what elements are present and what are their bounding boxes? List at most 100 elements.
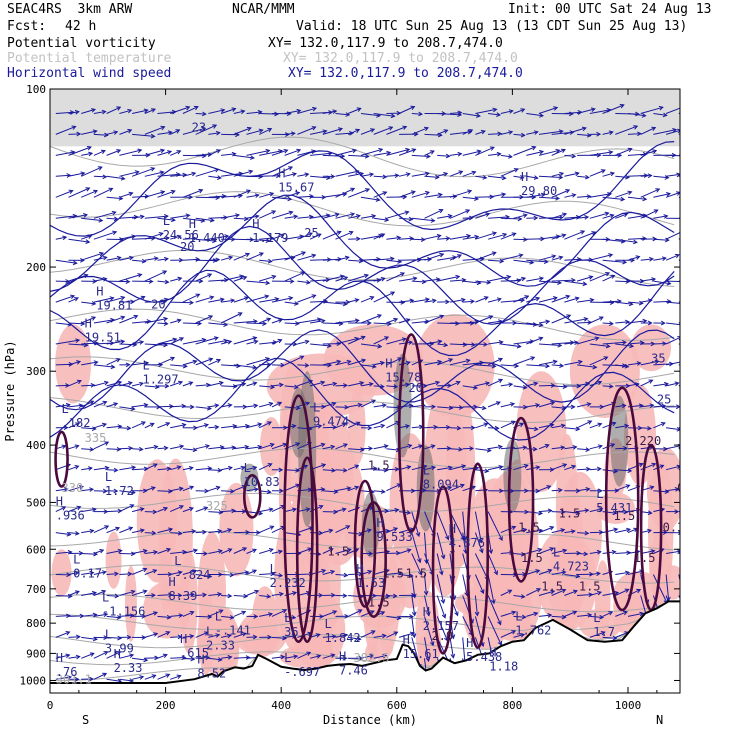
wind-vector-head [552, 296, 558, 301]
wind-vector [81, 152, 93, 156]
wind-vector-head [294, 301, 300, 306]
wind-vector [653, 257, 666, 261]
wind-vector [322, 654, 335, 659]
wind-vector [462, 113, 480, 117]
wind-vector [68, 445, 79, 450]
wind-vector-head [434, 174, 440, 180]
wind-vector [424, 553, 434, 575]
wind-vector-head [619, 103, 625, 109]
wind-vector-head [608, 321, 614, 326]
wind-vector-head [363, 273, 370, 279]
wind-vector [208, 634, 220, 638]
low-marker: L [105, 470, 112, 484]
high-marker: H [85, 316, 92, 330]
wind-vector [246, 423, 262, 429]
wind-vector [119, 256, 134, 261]
wind-vector-head [275, 173, 281, 179]
wind-vector-head [691, 128, 695, 132]
wind-vector-head [330, 569, 336, 575]
wind-vector-head [290, 255, 296, 261]
wind-vector-head [344, 613, 350, 619]
wind-vector [170, 571, 182, 575]
wind-vector-head [162, 653, 168, 659]
wind-vector [386, 211, 409, 219]
wind-vector-head [175, 129, 181, 134]
wind-vector [93, 231, 117, 240]
wind-vector [398, 318, 410, 324]
wind-vector [297, 216, 313, 219]
annotation-layer: 335330325302.5301.1232020202525351.51.51… [56, 121, 680, 687]
wind-vector-head [231, 445, 237, 451]
wind-vector [437, 113, 462, 116]
wind-vector [538, 424, 554, 429]
wind-vector-head [520, 551, 526, 557]
wind-vector-head [540, 192, 546, 198]
wind-vector [513, 175, 524, 179]
wind-vector-head [163, 316, 169, 322]
field-name-pv: Potential vorticity [7, 36, 156, 51]
wind-vector [271, 526, 285, 534]
wind-vector [360, 467, 377, 471]
wind-vector [182, 549, 198, 554]
wind-vector-head [461, 464, 467, 469]
wind-vector [424, 616, 434, 646]
wind-vector [386, 318, 398, 324]
wind-vector-head [207, 614, 213, 620]
wind-vector-head [349, 130, 355, 136]
wind-vector [157, 173, 180, 177]
wind-vector [373, 424, 385, 429]
wind-vector-head [262, 321, 268, 326]
wind-vector-head [450, 653, 456, 659]
wind-vector-head [410, 190, 416, 195]
wind-vector [640, 209, 658, 219]
wind-vector-head [115, 526, 121, 532]
wind-vector [436, 574, 445, 604]
wind-vector-head [195, 293, 201, 298]
wind-vector-head [465, 358, 471, 364]
wind-vector [653, 193, 671, 198]
wind-vector [424, 175, 439, 178]
wind-vector-head [336, 341, 342, 347]
wind-vector-head [142, 488, 148, 494]
wind-vector [195, 168, 219, 177]
wind-vector-head [127, 381, 133, 386]
wind-vector [106, 280, 130, 283]
wind-vector-head [429, 150, 435, 155]
wind-vector-head [354, 169, 360, 175]
wind-vector [170, 657, 186, 659]
wind-vector-head [561, 570, 567, 575]
wind-vector [513, 446, 527, 450]
wind-vector-head [113, 402, 119, 407]
wind-vector [55, 190, 73, 198]
y-tick-label: 500 [26, 496, 46, 509]
wind-vector-head [393, 384, 399, 389]
wind-vector-head [103, 651, 109, 656]
wind-vector-head [137, 273, 143, 278]
wind-vector [170, 106, 190, 114]
wind-vector [259, 385, 275, 388]
wind-vector [182, 657, 195, 660]
wind-vector-head [344, 255, 350, 261]
wind-vector-head [114, 571, 119, 577]
wind-vector [411, 320, 429, 324]
wind-vector-head [73, 297, 79, 302]
wind-vector [500, 110, 513, 114]
wind-vector [589, 212, 609, 219]
wind-vector-head [600, 169, 606, 174]
wind-vector [55, 615, 70, 617]
wind-vector [411, 191, 430, 198]
wind-vector [627, 256, 640, 261]
wind-vector-head [408, 573, 414, 578]
wind-vector [106, 469, 118, 471]
wind-vector [424, 278, 440, 282]
wind-vector [195, 631, 209, 638]
wind-vector-head [203, 551, 208, 556]
wind-vector [437, 426, 450, 429]
wind-vector-head [482, 175, 488, 180]
wind-vector-head [481, 405, 487, 411]
wind-vector [297, 364, 309, 366]
wind-vector [106, 106, 121, 114]
wind-vector [157, 490, 172, 492]
wind-vector-head [90, 108, 97, 113]
wind-vector-head [185, 213, 191, 219]
